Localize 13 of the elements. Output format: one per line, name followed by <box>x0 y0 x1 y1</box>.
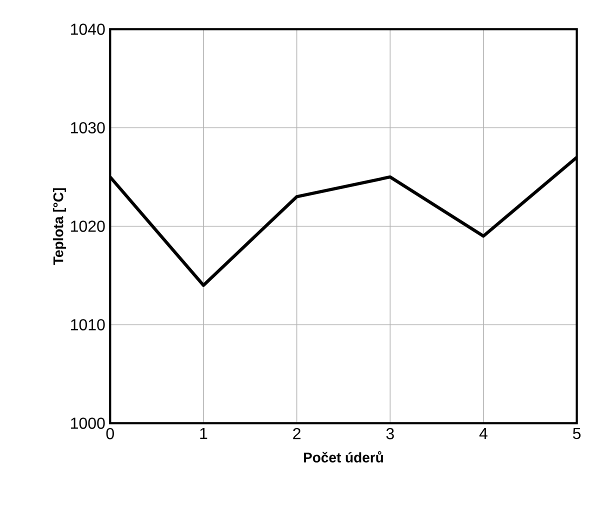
x-tick-label: 0 <box>106 428 114 440</box>
y-tick-label: 1030 <box>71 122 105 134</box>
x-tick-label: 1 <box>200 428 208 439</box>
y-tick-label: 1000 <box>71 418 105 429</box>
y-tick-label: 1040 <box>71 24 105 35</box>
x-tick-label: 2 <box>293 428 300 440</box>
x-tick-label: 5 <box>573 428 581 440</box>
x-axis-title: Počet úderů <box>304 451 383 462</box>
x-tick-label: 3 <box>386 428 394 440</box>
x-tick-label: 4 <box>479 428 488 439</box>
y-axis-title: Teplota [°C] <box>52 188 66 265</box>
y-tick-label: 1020 <box>71 220 105 232</box>
y-tick-label: 1010 <box>71 319 105 330</box>
